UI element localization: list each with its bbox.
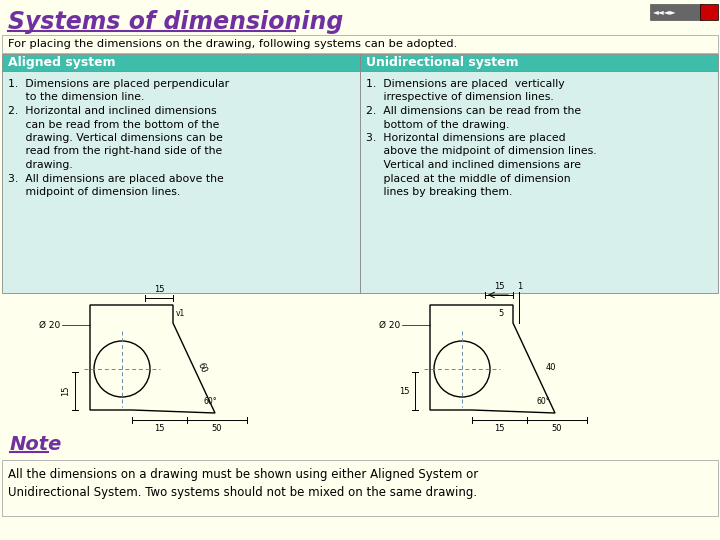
Text: Ø 20: Ø 20 <box>379 321 400 329</box>
FancyBboxPatch shape <box>360 71 718 293</box>
Text: 15: 15 <box>154 285 164 294</box>
Text: For placing the dimensions on the drawing, following systems can be adopted.: For placing the dimensions on the drawin… <box>8 39 457 49</box>
Text: 3.  Horizontal dimensions are placed: 3. Horizontal dimensions are placed <box>366 133 566 143</box>
FancyBboxPatch shape <box>360 54 718 71</box>
Text: 5: 5 <box>498 309 503 319</box>
FancyBboxPatch shape <box>700 4 718 20</box>
FancyBboxPatch shape <box>650 4 702 20</box>
Text: 15: 15 <box>494 282 504 291</box>
Text: 1.  Dimensions are placed  vertically: 1. Dimensions are placed vertically <box>366 79 564 89</box>
Text: 2.  Horizontal and inclined dimensions: 2. Horizontal and inclined dimensions <box>8 106 217 116</box>
Text: 50: 50 <box>552 424 562 433</box>
Text: bottom of the drawing.: bottom of the drawing. <box>366 119 509 130</box>
Text: Ø 20: Ø 20 <box>39 321 60 329</box>
Text: All the dimensions on a drawing must be shown using either Aligned System or: All the dimensions on a drawing must be … <box>8 468 478 481</box>
Text: 1: 1 <box>517 282 522 291</box>
Text: 60°: 60° <box>203 396 217 406</box>
FancyBboxPatch shape <box>2 460 718 516</box>
Text: read from the right-hand side of the: read from the right-hand side of the <box>8 146 222 157</box>
Text: to the dimension line.: to the dimension line. <box>8 92 145 103</box>
Text: lines by breaking them.: lines by breaking them. <box>366 187 513 197</box>
Text: 15: 15 <box>61 386 70 396</box>
Text: 15: 15 <box>154 424 165 433</box>
Text: 15: 15 <box>494 424 505 433</box>
Text: midpoint of dimension lines.: midpoint of dimension lines. <box>8 187 180 197</box>
Text: drawing. Vertical dimensions can be: drawing. Vertical dimensions can be <box>8 133 223 143</box>
Text: 40: 40 <box>546 363 557 373</box>
Text: 3.  All dimensions are placed above the: 3. All dimensions are placed above the <box>8 173 224 184</box>
Text: can be read from the bottom of the: can be read from the bottom of the <box>8 119 220 130</box>
Text: v1: v1 <box>176 309 185 319</box>
Text: Note: Note <box>10 435 63 454</box>
Text: 1.  Dimensions are placed perpendicular: 1. Dimensions are placed perpendicular <box>8 79 229 89</box>
Text: Unidirectional System. Two systems should not be mixed on the same drawing.: Unidirectional System. Two systems shoul… <box>8 486 477 499</box>
Text: Vertical and inclined dimensions are: Vertical and inclined dimensions are <box>366 160 581 170</box>
FancyBboxPatch shape <box>2 71 360 293</box>
Text: 60: 60 <box>196 361 208 375</box>
Text: 60°: 60° <box>536 396 550 406</box>
Text: irrespective of dimension lines.: irrespective of dimension lines. <box>366 92 554 103</box>
Text: 2.  All dimensions can be read from the: 2. All dimensions can be read from the <box>366 106 581 116</box>
Text: above the midpoint of dimension lines.: above the midpoint of dimension lines. <box>366 146 597 157</box>
Text: 50: 50 <box>212 424 222 433</box>
Text: Unidirectional system: Unidirectional system <box>366 56 518 69</box>
Text: placed at the middle of dimension: placed at the middle of dimension <box>366 173 571 184</box>
Text: ◄◄◄►: ◄◄◄► <box>653 8 677 17</box>
FancyBboxPatch shape <box>2 35 718 53</box>
Text: 15: 15 <box>400 387 410 395</box>
Text: drawing.: drawing. <box>8 160 73 170</box>
FancyBboxPatch shape <box>2 54 360 71</box>
Text: Systems of dimensioning: Systems of dimensioning <box>8 10 343 34</box>
Text: Aligned system: Aligned system <box>8 56 116 69</box>
